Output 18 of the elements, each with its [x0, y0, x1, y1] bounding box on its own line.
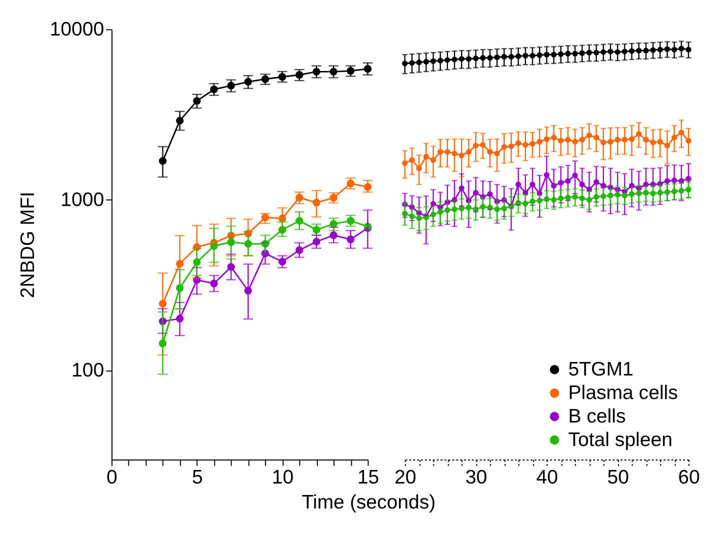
y-tick-label: 1000 — [60, 189, 104, 212]
y-tick-label: 10000 — [50, 18, 104, 41]
x-axis-title: Time (seconds) — [302, 491, 436, 514]
x-tick-label: 30 — [465, 466, 488, 489]
legend-label: Plasma cells — [568, 382, 678, 404]
x-tick-label: 50 — [607, 466, 630, 489]
x-tick-label: 40 — [536, 466, 558, 489]
legend-label: B cells — [568, 405, 626, 428]
x-tick-label: 0 — [106, 466, 118, 489]
x-tick-label: 60 — [678, 466, 700, 489]
x-tick-label: 5 — [192, 466, 203, 489]
legend-label: Total spleen — [568, 428, 673, 451]
legend-label: 5TGM1 — [568, 358, 634, 380]
y-tick-label: 100 — [72, 360, 104, 382]
x-tick-label: 20 — [394, 466, 416, 489]
x-tick-label: 15 — [357, 466, 380, 489]
x-tick-label: 10 — [272, 466, 294, 489]
y-axis-title: 2NBDG MFI — [17, 192, 40, 298]
